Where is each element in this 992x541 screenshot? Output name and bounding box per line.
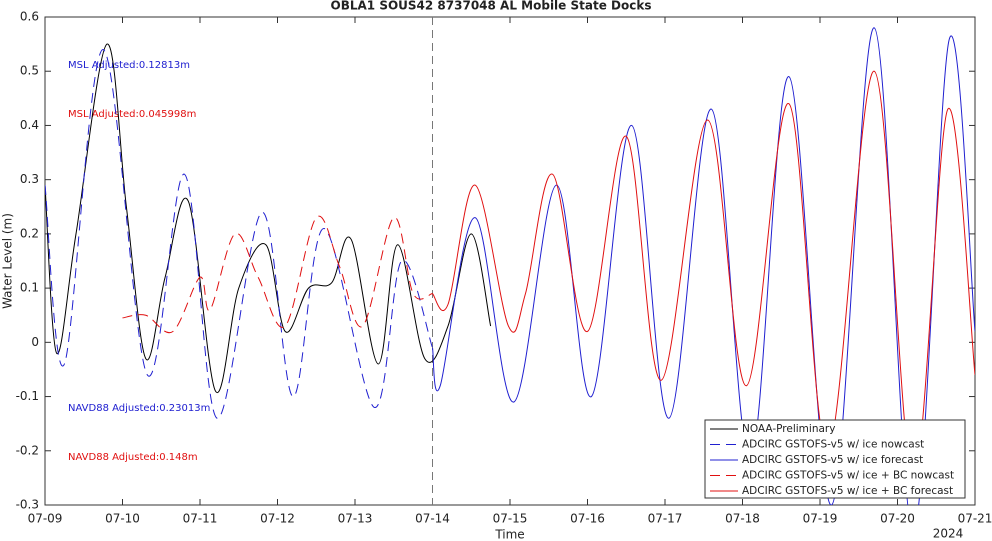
y-tick-label: -0.1 — [16, 389, 39, 403]
y-tick-label: 0.1 — [20, 281, 39, 295]
series-line — [45, 43, 492, 394]
x-tick-label: 07-18 — [725, 512, 760, 526]
y-tick-label: 0.2 — [20, 226, 39, 240]
series-line — [45, 49, 433, 419]
x-tick-label: 07-15 — [493, 512, 528, 526]
x-axis-label: Time — [494, 528, 524, 541]
x-year-label: 2024 — [933, 527, 964, 541]
legend-label: NOAA-Preliminary — [742, 423, 835, 435]
chart-title: OBLA1 SOUS42 8737048 AL Mobile State Doc… — [331, 0, 652, 13]
legend-label: ADCIRC GSTOFS-v5 w/ ice + BC nowcast — [742, 470, 954, 482]
legend-label: ADCIRC GSTOFS-v5 w/ ice + BC forecast — [742, 485, 953, 497]
x-tick-label: 07-21 — [958, 512, 992, 526]
x-tick-label: 07-20 — [880, 512, 915, 526]
x-tick-label: 07-11 — [183, 512, 218, 526]
x-tick-label: 07-14 — [415, 512, 450, 526]
y-tick-label: -0.2 — [16, 443, 39, 457]
y-tick-label: 0.3 — [20, 172, 39, 186]
x-tick-label: 07-09 — [28, 512, 63, 526]
y-tick-label: 0.4 — [20, 118, 39, 132]
x-tick-label: 07-17 — [648, 512, 683, 526]
y-axis-label: Water Level (m) — [1, 213, 15, 309]
legend-box — [704, 419, 966, 499]
annotation: MSL Adjusted:0.12813m — [68, 60, 190, 71]
annotation: NAVD88 Adjusted:0.148m — [68, 452, 198, 463]
x-tick-label: 07-12 — [260, 512, 295, 526]
y-tick-label: 0.5 — [20, 64, 39, 78]
x-tick-label: 07-13 — [338, 512, 373, 526]
annotation: NAVD88 Adjusted:0.23013m — [68, 403, 210, 414]
y-tick-label: 0 — [31, 335, 39, 349]
y-tick-label: 0.6 — [20, 10, 39, 24]
x-tick-label: 07-19 — [803, 512, 838, 526]
series-line — [122, 215, 433, 334]
annotation: MSL Adjusted:0.045998m — [68, 109, 196, 120]
legend-label: ADCIRC GSTOFS-v5 w/ ice forecast — [742, 454, 923, 466]
y-tick-label: -0.3 — [16, 498, 39, 512]
x-tick-label: 07-16 — [570, 512, 605, 526]
legend-label: ADCIRC GSTOFS-v5 w/ ice nowcast — [742, 439, 924, 451]
x-tick-label: 07-10 — [105, 512, 140, 526]
